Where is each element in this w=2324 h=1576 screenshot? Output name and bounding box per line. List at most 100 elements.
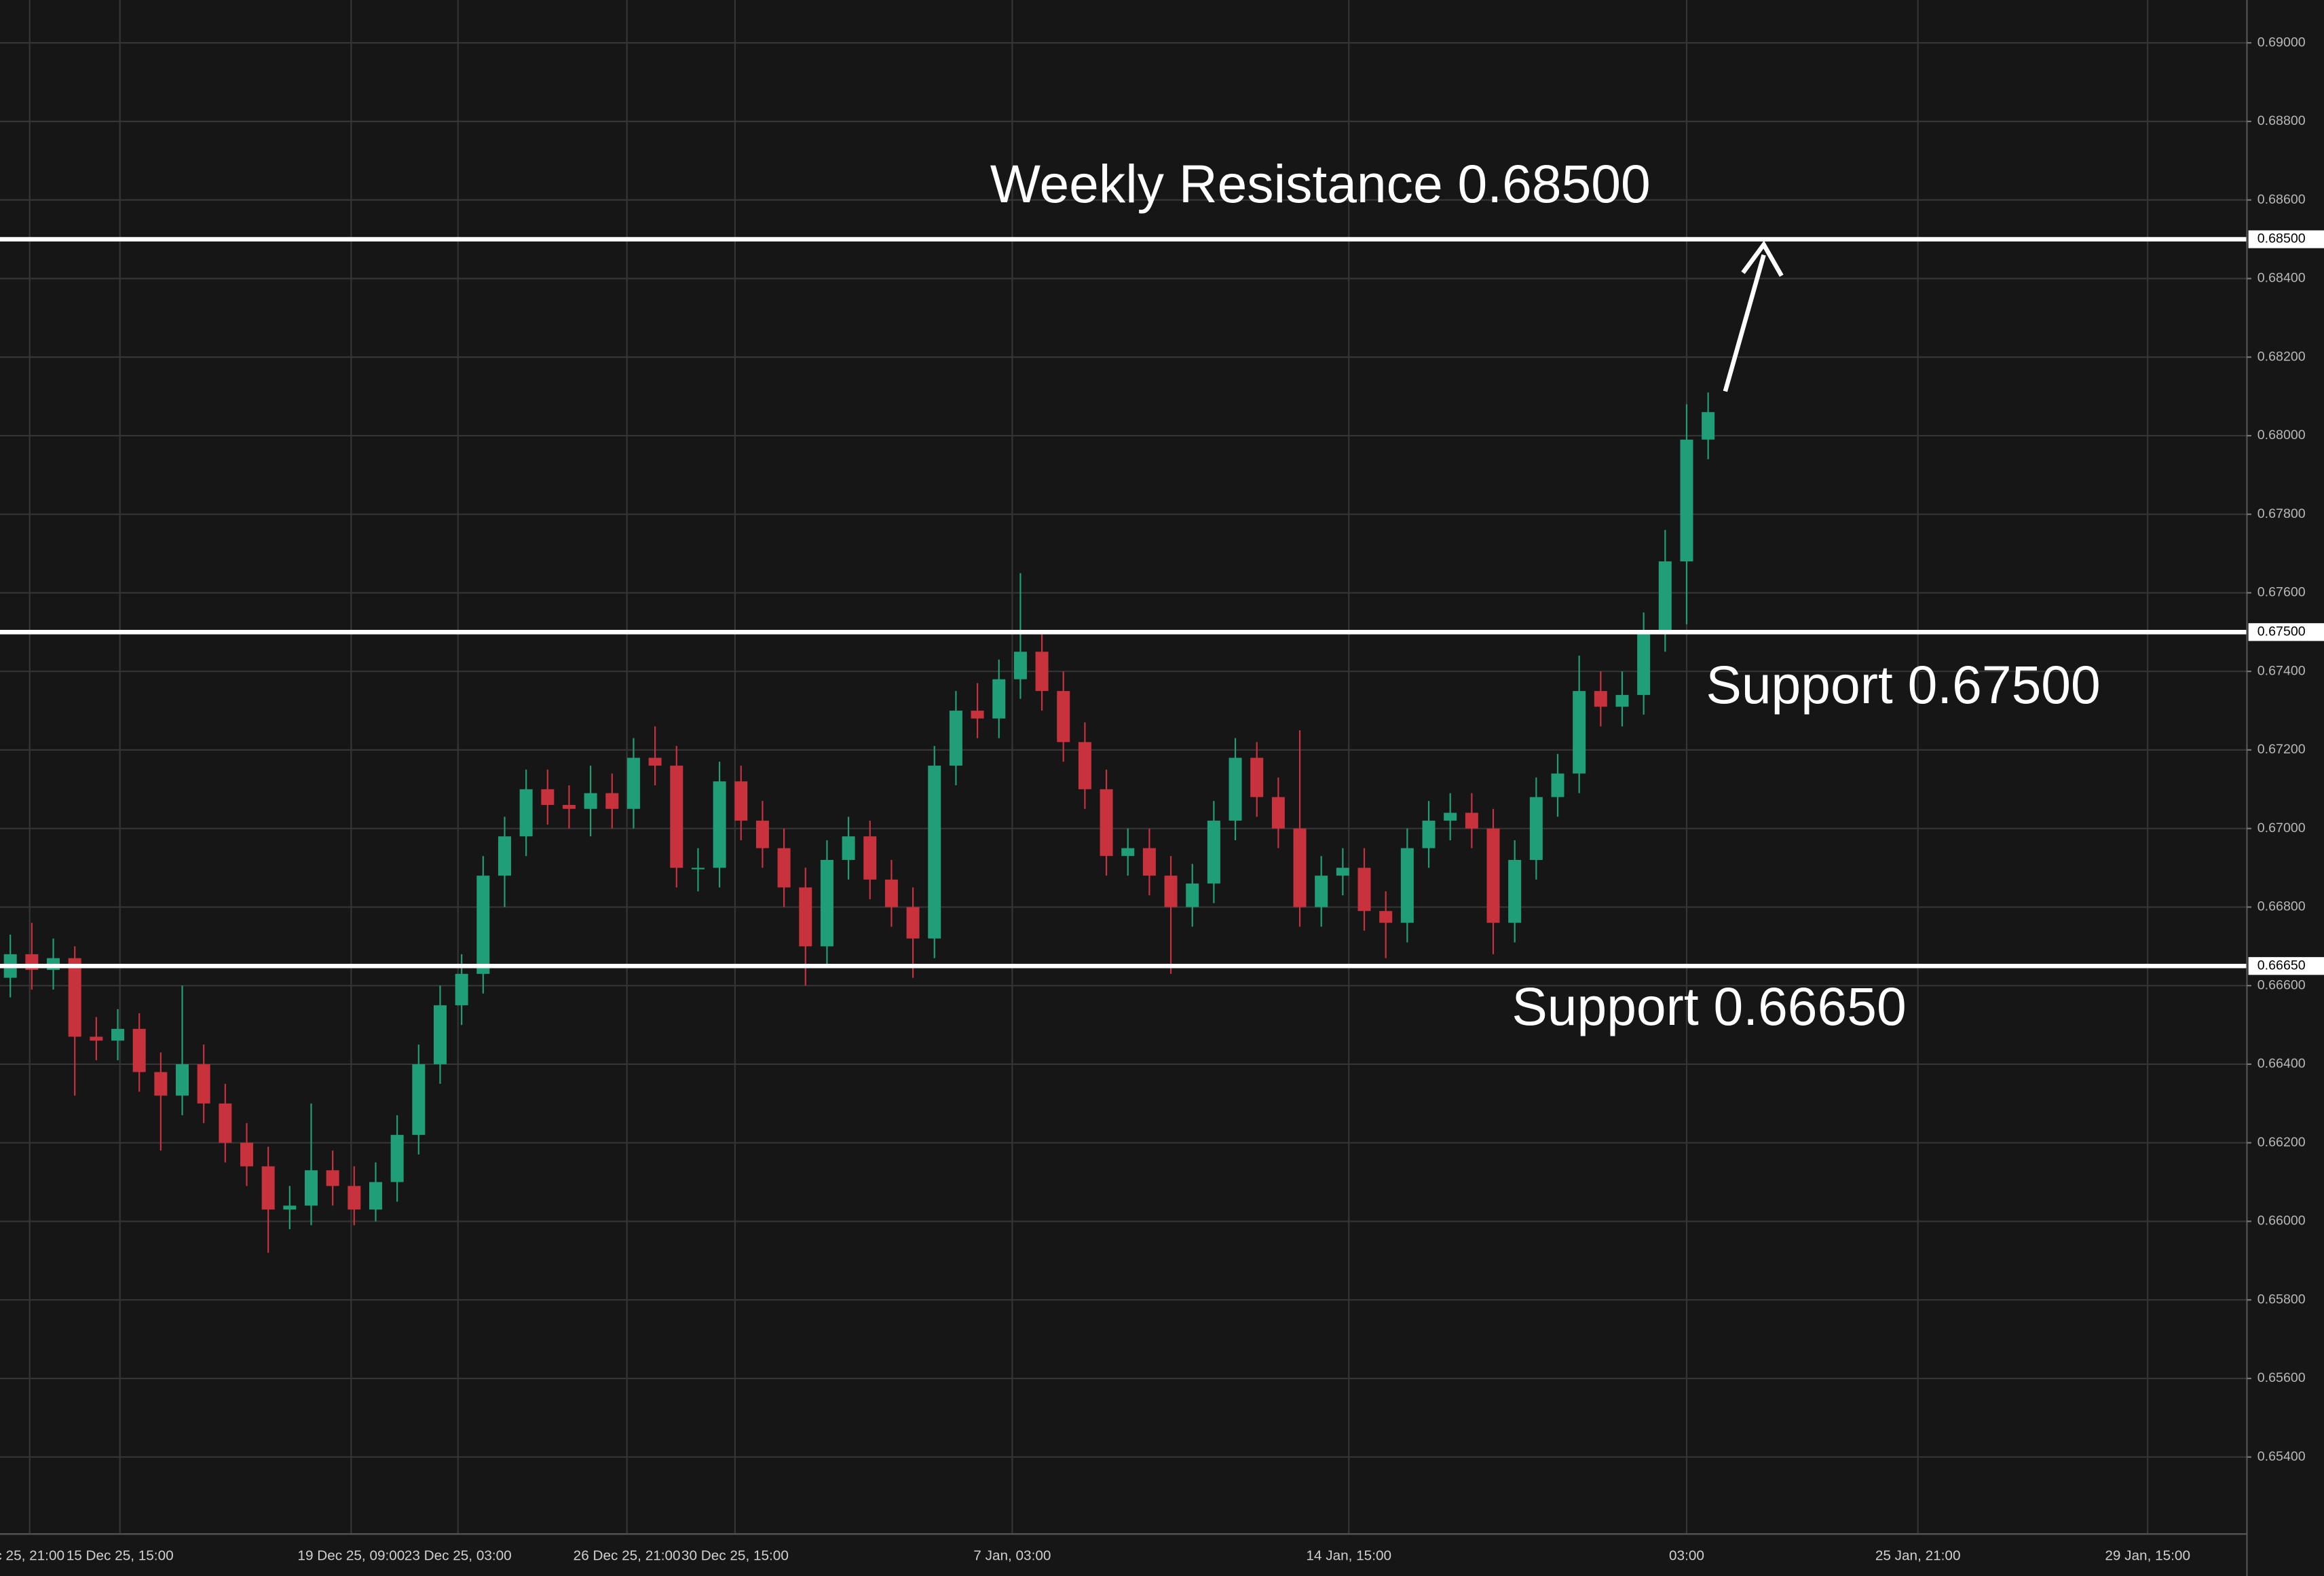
y-tick-label: 0.66400 [2257, 1056, 2306, 1071]
y-tick-label: 0.65800 [2257, 1292, 2306, 1307]
candle-body [132, 1028, 146, 1072]
candle-body [1529, 797, 1543, 860]
candle-body [1271, 797, 1285, 829]
candle-body [1078, 742, 1091, 789]
y-tick-label: 0.65600 [2257, 1370, 2306, 1385]
candle-body [1508, 859, 1522, 923]
candle-body [1379, 911, 1393, 923]
candle-body [1465, 812, 1478, 829]
candle-body [348, 1186, 361, 1210]
candle-body [176, 1064, 189, 1096]
arrow-head [1741, 240, 1784, 277]
candle-body [519, 789, 533, 837]
x-tick-label: c 25, 21:00 [0, 1547, 64, 1563]
y-tick-label: 0.68600 [2257, 192, 2306, 207]
candle-body [1658, 561, 1672, 633]
level-annotation: Support 0.66650 [1512, 977, 1906, 1036]
candle-body [369, 1182, 382, 1210]
y-tick-label: 0.66800 [2257, 899, 2306, 914]
candle-body [68, 958, 81, 1037]
x-tick-label: 7 Jan, 03:00 [973, 1547, 1051, 1563]
y-tick-label: 0.69000 [2257, 35, 2306, 50]
candle-body [1229, 757, 1242, 821]
x-tick-label: 15 Dec 25, 15:00 [67, 1547, 174, 1563]
candle-body [605, 793, 619, 809]
levels: Weekly Resistance 0.68500 Support 0.67500… [0, 154, 2247, 1036]
candle-body [1100, 789, 1113, 857]
x-tick-label: 26 Dec 25, 21:00 [574, 1547, 681, 1563]
y-tick-label: 0.66000 [2257, 1214, 2306, 1228]
level-label: 0.67500 [2257, 624, 2306, 639]
candle-body [799, 887, 812, 947]
candle-body [1315, 876, 1328, 907]
candle-body [390, 1135, 404, 1182]
candle-body [433, 1005, 447, 1064]
candle-body [326, 1170, 339, 1186]
y-tick-label: 0.67200 [2257, 742, 2306, 757]
candle-body [240, 1142, 253, 1167]
candle-body [777, 848, 791, 888]
level-annotation: Weekly Resistance 0.68500 [990, 154, 1651, 214]
candle-body [842, 836, 855, 860]
level-label: 0.66650 [2257, 958, 2306, 973]
candle-body [1293, 828, 1307, 907]
x-tick-label: 25 Jan, 21:00 [1875, 1547, 1961, 1563]
candle-body [1250, 757, 1264, 798]
candle-body [884, 879, 898, 907]
candle-body [1702, 412, 1715, 440]
candle-body [734, 781, 748, 821]
candle-body [1164, 876, 1178, 907]
grid [0, 0, 2247, 1535]
candle-body [1336, 867, 1349, 876]
candle-body [1186, 883, 1199, 907]
candle-body [562, 804, 576, 809]
candle-body [992, 679, 1006, 719]
candle-body [455, 973, 468, 1006]
candle-body [283, 1205, 297, 1210]
candle-body [1400, 848, 1414, 923]
y-tick-label: 0.68400 [2257, 271, 2306, 286]
candle-body [820, 859, 833, 947]
level-label-box [2248, 230, 2324, 248]
candle-body [111, 1028, 125, 1041]
y-tick-label: 0.68000 [2257, 428, 2306, 443]
y-tick-label: 0.68800 [2257, 113, 2306, 128]
level-label-box [2248, 623, 2324, 641]
candle-body [1594, 691, 1607, 707]
candle-body [928, 766, 941, 939]
candle-body [412, 1064, 426, 1136]
candle-body [648, 757, 662, 766]
candle-body [906, 907, 920, 939]
candle-body [584, 793, 597, 809]
candle-body [626, 757, 640, 809]
x-tick-label: 14 Jan, 15:00 [1306, 1547, 1391, 1563]
level-label: 0.68500 [2257, 231, 2306, 246]
candle-body [1121, 848, 1135, 857]
candle-body [1486, 828, 1500, 923]
candle-body [541, 789, 555, 805]
candle-body [1207, 821, 1220, 884]
candle-body [304, 1170, 318, 1206]
candles [3, 392, 1715, 1253]
axes: 0.65400 0.65600 0.65800 0.66000 0.66200 0.664… [0, 35, 2324, 1563]
candle-body [154, 1072, 168, 1096]
y-tick-label: 0.66600 [2257, 977, 2306, 992]
arrow-shaft [1723, 254, 1766, 392]
x-tick-label: 23 Dec 25, 03:00 [405, 1547, 512, 1563]
candle-body [261, 1166, 275, 1210]
level-label-box [2248, 957, 2324, 975]
x-tick-label: 29 Jan, 15:00 [2105, 1547, 2190, 1563]
y-tick-label: 0.67000 [2257, 821, 2306, 836]
candle-body [1142, 848, 1156, 876]
candle-body [1057, 691, 1070, 743]
y-tick-label: 0.67600 [2257, 585, 2306, 600]
candle-body [476, 876, 490, 974]
candle-body [1637, 632, 1651, 695]
candle-body [1422, 821, 1436, 848]
level-annotation: Support 0.67500 [1706, 655, 2100, 715]
candle-body [691, 867, 705, 869]
candle-body [1357, 867, 1371, 912]
